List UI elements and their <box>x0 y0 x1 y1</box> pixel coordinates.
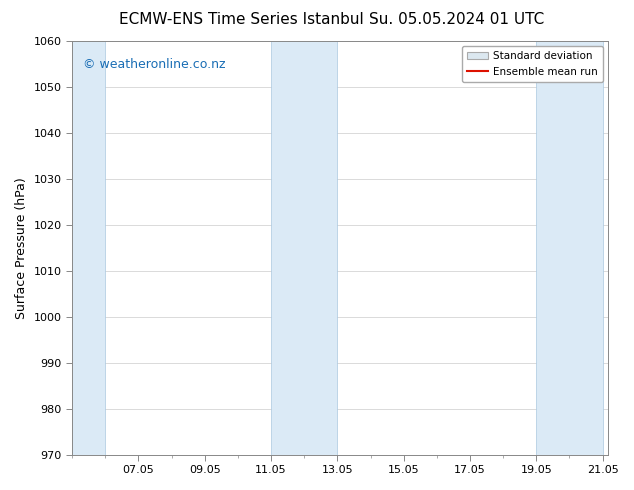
Text: ECMW-ENS Time Series Istanbul: ECMW-ENS Time Series Istanbul <box>119 12 363 27</box>
Y-axis label: Surface Pressure (hPa): Surface Pressure (hPa) <box>15 177 28 318</box>
Bar <box>536 41 603 455</box>
Text: Su. 05.05.2024 01 UTC: Su. 05.05.2024 01 UTC <box>369 12 544 27</box>
Legend: Standard deviation, Ensemble mean run: Standard deviation, Ensemble mean run <box>462 46 603 82</box>
Bar <box>271 41 337 455</box>
Text: © weatheronline.co.nz: © weatheronline.co.nz <box>83 58 225 71</box>
Bar <box>72 41 105 455</box>
